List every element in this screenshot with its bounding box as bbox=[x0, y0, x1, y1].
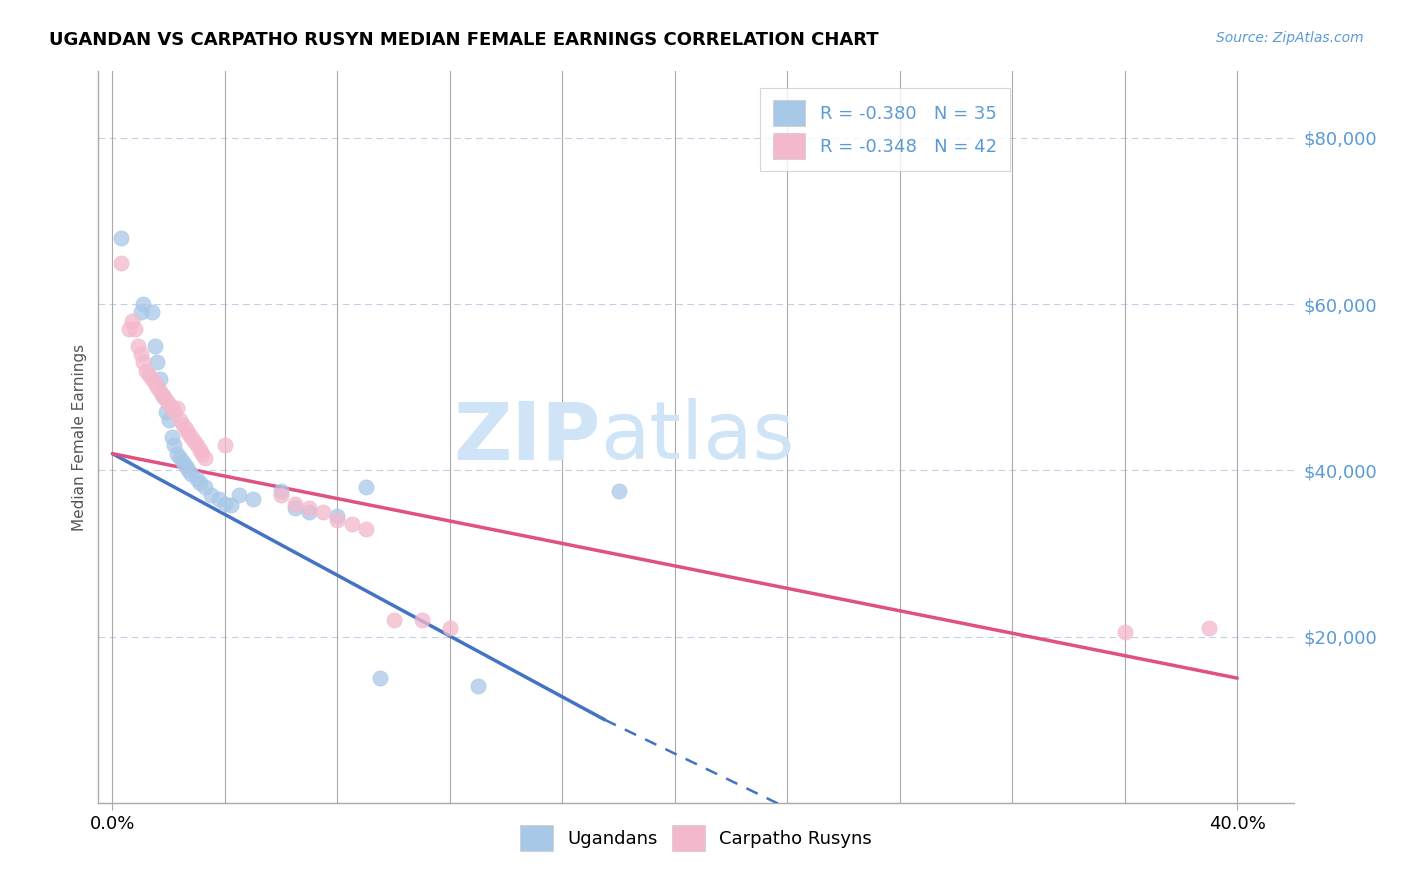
Point bbox=[298, 500, 321, 515]
Point bbox=[208, 492, 231, 507]
Point bbox=[186, 472, 208, 486]
Point bbox=[214, 438, 236, 452]
Point bbox=[188, 442, 211, 457]
Point bbox=[354, 521, 377, 535]
Point bbox=[1114, 625, 1136, 640]
Point bbox=[110, 255, 132, 269]
Point bbox=[172, 417, 194, 432]
Point bbox=[467, 680, 489, 694]
Point bbox=[157, 397, 180, 411]
Point bbox=[127, 338, 149, 352]
Point bbox=[194, 480, 217, 494]
Point bbox=[188, 475, 211, 490]
Point bbox=[166, 447, 188, 461]
Point bbox=[382, 613, 405, 627]
Point bbox=[163, 405, 186, 419]
Point bbox=[270, 484, 292, 499]
Point bbox=[186, 438, 208, 452]
Point bbox=[169, 450, 191, 465]
Point bbox=[152, 388, 174, 402]
Text: UGANDAN VS CARPATHO RUSYN MEDIAN FEMALE EARNINGS CORRELATION CHART: UGANDAN VS CARPATHO RUSYN MEDIAN FEMALE … bbox=[49, 31, 879, 49]
Point bbox=[270, 488, 292, 502]
Y-axis label: Median Female Earnings: Median Female Earnings bbox=[72, 343, 87, 531]
Point bbox=[129, 347, 152, 361]
Point bbox=[141, 372, 163, 386]
Point bbox=[1198, 621, 1220, 635]
Point bbox=[160, 401, 183, 415]
Point bbox=[340, 517, 363, 532]
Point bbox=[439, 621, 461, 635]
Point bbox=[149, 384, 172, 399]
Point bbox=[177, 425, 200, 440]
Text: ZIP: ZIP bbox=[453, 398, 600, 476]
Point bbox=[180, 430, 202, 444]
Point bbox=[163, 438, 186, 452]
Point bbox=[284, 497, 307, 511]
Point bbox=[143, 376, 166, 390]
Point bbox=[143, 338, 166, 352]
Point bbox=[214, 497, 236, 511]
Point bbox=[141, 305, 163, 319]
Point bbox=[228, 488, 250, 502]
Point bbox=[146, 355, 169, 369]
Point bbox=[135, 363, 157, 377]
Point bbox=[166, 401, 188, 415]
Point bbox=[118, 322, 141, 336]
Point bbox=[160, 430, 183, 444]
Text: Source: ZipAtlas.com: Source: ZipAtlas.com bbox=[1216, 31, 1364, 45]
Point bbox=[169, 413, 191, 427]
Point bbox=[110, 230, 132, 244]
Point bbox=[172, 455, 194, 469]
Point bbox=[132, 297, 155, 311]
Point bbox=[242, 492, 264, 507]
Point bbox=[121, 314, 143, 328]
Point bbox=[174, 459, 197, 474]
Point bbox=[194, 450, 217, 465]
Point bbox=[149, 372, 172, 386]
Point bbox=[411, 613, 433, 627]
Point bbox=[183, 434, 205, 449]
Text: atlas: atlas bbox=[600, 398, 794, 476]
Point bbox=[177, 463, 200, 477]
Point bbox=[155, 405, 177, 419]
Point bbox=[146, 380, 169, 394]
Point bbox=[368, 671, 391, 685]
Point bbox=[326, 509, 349, 524]
Point bbox=[155, 392, 177, 407]
Point bbox=[219, 498, 242, 512]
Legend: Ugandans, Carpatho Rusyns: Ugandans, Carpatho Rusyns bbox=[512, 816, 880, 860]
Point bbox=[157, 413, 180, 427]
Point bbox=[124, 322, 146, 336]
Point bbox=[132, 355, 155, 369]
Point bbox=[312, 505, 335, 519]
Point bbox=[298, 505, 321, 519]
Point bbox=[174, 422, 197, 436]
Point bbox=[152, 388, 174, 402]
Point bbox=[191, 447, 214, 461]
Point bbox=[200, 488, 222, 502]
Point bbox=[180, 467, 202, 482]
Point bbox=[138, 368, 160, 382]
Point bbox=[326, 513, 349, 527]
Point bbox=[354, 480, 377, 494]
Point bbox=[129, 305, 152, 319]
Point bbox=[607, 484, 630, 499]
Point bbox=[284, 500, 307, 515]
